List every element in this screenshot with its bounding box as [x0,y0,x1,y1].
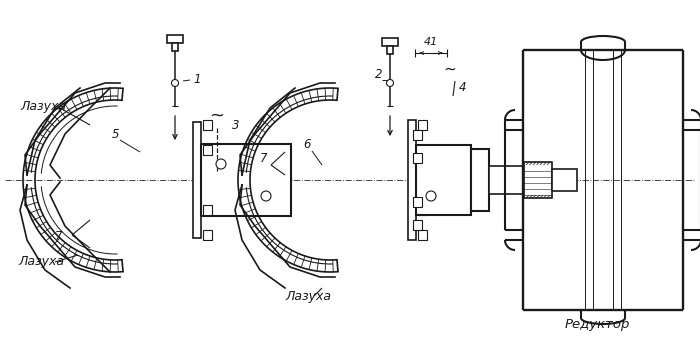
Text: 2: 2 [375,68,382,81]
Bar [552,169,577,191]
Text: 41: 41 [424,37,438,47]
Text: 5: 5 [112,128,120,141]
Text: ~: ~ [209,107,225,125]
Bar [167,35,183,43]
Bar [408,120,416,240]
Bar [524,162,552,198]
Circle shape [426,191,436,201]
Text: 7: 7 [55,230,62,243]
Text: 3: 3 [232,119,239,132]
Bar [172,43,178,51]
Bar [471,149,489,211]
Bar [387,46,393,54]
Bar [201,144,291,216]
Bar [418,230,427,240]
Bar [418,120,427,130]
Circle shape [386,79,393,87]
Bar [489,166,524,194]
Bar [203,230,212,240]
Text: Лазуха: Лазуха [18,255,64,268]
Bar [418,205,427,215]
Circle shape [172,79,178,87]
Circle shape [261,191,271,201]
Bar [413,220,422,230]
Text: Редуктор: Редуктор [565,318,631,331]
Bar [416,145,471,215]
Text: 4: 4 [459,81,466,94]
Bar [413,153,422,163]
Text: 1: 1 [193,73,200,86]
Text: Лазуха: Лазуха [20,100,66,113]
Bar [413,130,422,140]
Bar [413,197,422,207]
Bar [203,205,212,215]
Bar [193,122,201,238]
Bar [382,38,398,46]
Circle shape [216,159,226,169]
Bar [203,145,212,155]
Text: Лазуха: Лазуха [285,290,331,303]
Text: 6: 6 [303,138,311,151]
Text: 7: 7 [260,152,267,165]
Text: ~: ~ [444,62,456,77]
Bar [418,145,427,155]
Bar [203,120,212,130]
